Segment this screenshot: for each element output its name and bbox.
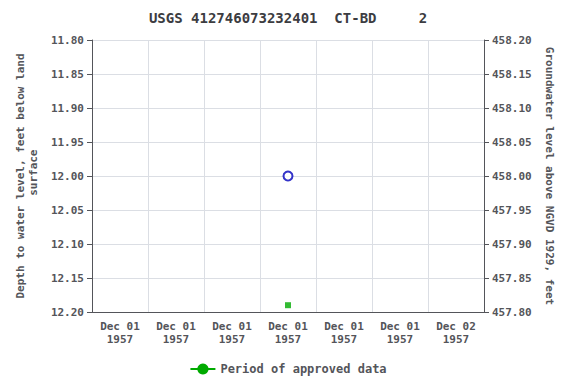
svg-text:12.20: 12.20: [51, 306, 84, 319]
svg-text:Dec 02: Dec 02: [436, 320, 476, 333]
svg-text:surface: surface: [27, 149, 40, 202]
svg-text:Dec 01: Dec 01: [324, 320, 364, 333]
svg-text:Dec 01: Dec 01: [156, 320, 196, 333]
svg-text:458.20: 458.20: [492, 34, 532, 47]
svg-text:458.00: 458.00: [492, 170, 532, 183]
svg-text:1957: 1957: [163, 333, 190, 346]
svg-text:457.85: 457.85: [492, 272, 532, 285]
svg-text:11.90: 11.90: [51, 102, 84, 115]
svg-text:12.05: 12.05: [51, 204, 84, 217]
svg-text:11.85: 11.85: [51, 68, 84, 81]
svg-text:12.10: 12.10: [51, 238, 84, 251]
svg-text:Groundwater level above NGVD 1: Groundwater level above NGVD 1929, feet: [543, 47, 556, 305]
svg-text:458.15: 458.15: [492, 68, 532, 81]
svg-text:457.90: 457.90: [492, 238, 532, 251]
svg-text:12.00: 12.00: [51, 170, 84, 183]
svg-text:Dec 01: Dec 01: [380, 320, 420, 333]
svg-text:1957: 1957: [387, 333, 414, 346]
svg-text:Dec 01: Dec 01: [100, 320, 140, 333]
svg-text:Depth to water level, feet bel: Depth to water level, feet below land: [14, 53, 27, 298]
svg-text:USGS 412746073232401 CT-BD: USGS 412746073232401 CT-BD 2: [149, 10, 427, 26]
svg-text:11.80: 11.80: [51, 34, 84, 47]
svg-text:12.15: 12.15: [51, 272, 84, 285]
svg-text:1957: 1957: [443, 333, 470, 346]
svg-text:Dec 01: Dec 01: [268, 320, 308, 333]
svg-text:11.95: 11.95: [51, 136, 84, 149]
svg-text:457.80: 457.80: [492, 306, 532, 319]
svg-text:458.10: 458.10: [492, 102, 532, 115]
svg-text:1957: 1957: [275, 333, 302, 346]
svg-text:Dec 01: Dec 01: [212, 320, 252, 333]
svg-text:1957: 1957: [107, 333, 134, 346]
svg-text:1957: 1957: [331, 333, 358, 346]
svg-text:457.95: 457.95: [492, 204, 532, 217]
svg-text:1957: 1957: [219, 333, 246, 346]
svg-text:458.05: 458.05: [492, 136, 532, 149]
svg-text:Period of approved data: Period of approved data: [220, 362, 386, 376]
